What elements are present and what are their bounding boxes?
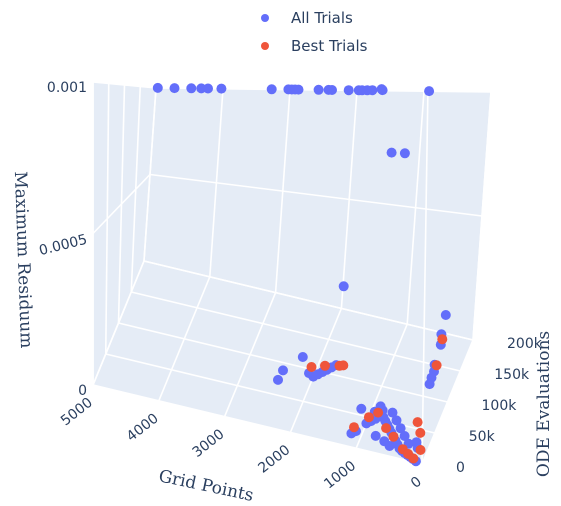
scatter-point[interactable] bbox=[373, 407, 384, 418]
scatter-point[interactable] bbox=[399, 148, 410, 159]
scatter-point[interactable] bbox=[440, 310, 451, 320]
scatter-point[interactable] bbox=[306, 362, 317, 372]
scatter-point[interactable] bbox=[152, 82, 163, 93]
series-best-trials bbox=[306, 334, 448, 464]
scatter-point[interactable] bbox=[278, 365, 288, 376]
scatter-point[interactable] bbox=[343, 85, 354, 96]
scatter-point[interactable] bbox=[356, 403, 367, 414]
scatter-point[interactable] bbox=[437, 334, 448, 345]
y-tick-label: 50k bbox=[469, 429, 496, 445]
scatter-point[interactable] bbox=[387, 407, 398, 418]
z-tick-label: 0.0005 bbox=[38, 232, 89, 259]
scatter-point[interactable] bbox=[297, 352, 308, 362]
x-tick-label: 1000 bbox=[321, 458, 359, 493]
y-axis-title: ODE Evaluations bbox=[534, 331, 554, 477]
y-gridline-floor bbox=[118, 322, 448, 403]
front-edge bbox=[421, 85, 429, 465]
scatter-point[interactable] bbox=[216, 83, 227, 94]
scatter-point[interactable] bbox=[424, 86, 435, 97]
right-front-edge bbox=[472, 91, 492, 341]
z-gridline-right-wall bbox=[143, 260, 474, 341]
x-tick-label: 2000 bbox=[255, 442, 293, 477]
scatter-point[interactable] bbox=[415, 445, 426, 455]
scatter-point[interactable] bbox=[408, 453, 419, 464]
scatter-point[interactable] bbox=[349, 422, 359, 433]
y-tick-label: 150k bbox=[494, 367, 530, 383]
z-gridline-left-wall bbox=[92, 81, 157, 89]
scatter-point[interactable] bbox=[386, 147, 397, 158]
scatter-point[interactable] bbox=[186, 83, 197, 94]
z-gridline-left-wall bbox=[92, 173, 151, 235]
scatter-point[interactable] bbox=[338, 281, 349, 292]
scatter-point[interactable] bbox=[395, 423, 406, 434]
scatter-point[interactable] bbox=[391, 415, 402, 426]
x-tick-label: 5000 bbox=[58, 395, 96, 430]
z-tick-label: 0 bbox=[78, 383, 87, 399]
scatter-point[interactable] bbox=[169, 83, 180, 94]
scatter-point[interactable] bbox=[431, 360, 442, 371]
y-tick-label: 100k bbox=[482, 398, 518, 414]
scatter-point[interactable] bbox=[273, 374, 283, 385]
x-tick-label: 4000 bbox=[124, 410, 162, 445]
scatter-point[interactable] bbox=[313, 84, 324, 95]
scatter-point[interactable] bbox=[203, 83, 213, 94]
scatter-point[interactable] bbox=[424, 379, 435, 390]
x-tick-label: 3000 bbox=[190, 426, 228, 461]
legend-label-all-trials: All Trials bbox=[291, 9, 353, 27]
scatter-point[interactable] bbox=[338, 360, 349, 371]
legend: All Trials Best Trials bbox=[258, 4, 367, 60]
scatter-point[interactable] bbox=[384, 441, 395, 451]
x-tick-label: 0 bbox=[408, 474, 425, 492]
scatter-point[interactable] bbox=[412, 417, 423, 428]
gridlines bbox=[92, 81, 492, 465]
scatter-point[interactable] bbox=[266, 84, 277, 95]
legend-label-best-trials: Best Trials bbox=[291, 37, 368, 55]
legend-item-all-trials[interactable]: All Trials bbox=[258, 4, 367, 32]
scatter-point[interactable] bbox=[363, 412, 374, 423]
y-gridline-floor bbox=[131, 291, 461, 372]
y-tick-label: 200k bbox=[507, 336, 543, 352]
scatter-point[interactable] bbox=[381, 423, 392, 434]
scatter-point[interactable] bbox=[367, 85, 378, 96]
z-axis-title: Maximum Residuum bbox=[10, 171, 36, 349]
scatter-point[interactable] bbox=[415, 427, 426, 438]
legend-dot-best-trials bbox=[261, 42, 269, 50]
z-tick-label: 0.001 bbox=[47, 80, 87, 96]
y-tick-label: 0 bbox=[456, 460, 465, 476]
legend-dot-all-trials bbox=[261, 14, 269, 22]
scatter-point[interactable] bbox=[388, 431, 399, 442]
x-axis-title: Grid Points bbox=[157, 466, 255, 506]
legend-item-best-trials[interactable]: Best Trials bbox=[258, 32, 367, 60]
scatter-point[interactable] bbox=[376, 84, 387, 95]
scatter-point[interactable] bbox=[320, 360, 330, 371]
left-back-pane bbox=[93, 82, 156, 385]
data-points bbox=[152, 82, 451, 467]
y-gridline-floor bbox=[92, 384, 423, 465]
z-gridline-left-wall bbox=[92, 260, 145, 386]
scatter-point[interactable] bbox=[399, 431, 410, 441]
scatter-point[interactable] bbox=[293, 84, 304, 95]
scatter-point[interactable] bbox=[370, 430, 381, 441]
scatter-point[interactable] bbox=[327, 85, 337, 95]
